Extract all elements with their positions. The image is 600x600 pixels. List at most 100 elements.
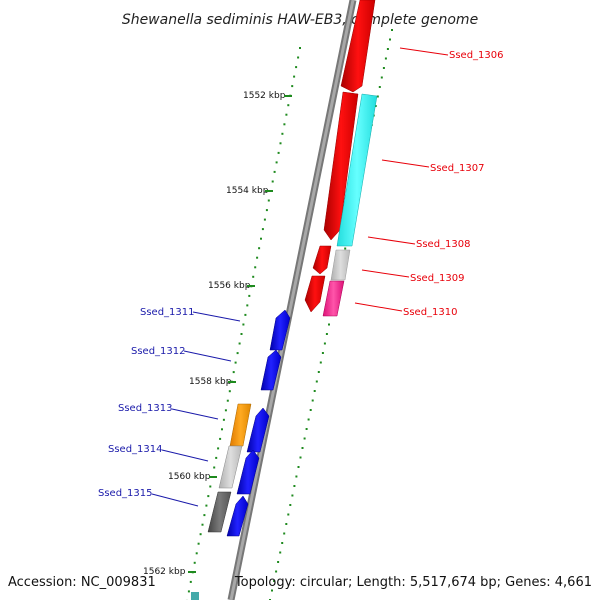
ruler-tick	[273, 580, 276, 582]
ruler-tick	[374, 105, 377, 107]
kbp-label-1562: 1562 kbp	[143, 567, 186, 577]
label-ssed-1314[interactable]: Ssed_1314	[108, 444, 163, 455]
ruler-tick	[217, 447, 220, 450]
ruler-tick	[273, 170, 276, 173]
ruler-tick	[313, 390, 316, 392]
ruler-tick	[189, 580, 192, 583]
ruler-tick	[293, 485, 296, 487]
gene-ssed-1306[interactable]	[340, 0, 376, 93]
ruler-tick	[252, 275, 255, 278]
ruler-tick	[389, 38, 391, 41]
label-ssed-1312[interactable]: Ssed_1312	[131, 346, 186, 357]
ruler-tick	[325, 333, 328, 335]
label-ssed-1313[interactable]: Ssed_1313	[118, 403, 173, 414]
ruler-tick	[201, 523, 204, 526]
ruler-tick	[277, 561, 280, 563]
ruler-tick	[234, 361, 237, 364]
ruler-tick	[285, 113, 288, 116]
label-ssed-1308[interactable]: Ssed_1308	[416, 239, 471, 250]
ruler-tick	[240, 333, 243, 335]
ruler-tick	[213, 466, 216, 469]
ruler-tick	[244, 313, 247, 316]
ruler-tick	[248, 294, 251, 297]
kbp-label-1558: 1558 kbp	[189, 377, 232, 387]
ruler-tick	[309, 409, 312, 411]
ruler-tick	[254, 266, 257, 269]
ruler-tick	[238, 342, 241, 345]
gene-ssed-1314-cds[interactable]	[236, 449, 260, 495]
ruler-tick	[197, 542, 200, 545]
ruler-tick	[219, 437, 222, 440]
accession-text: Accession: NC_009831	[8, 575, 156, 590]
ruler-tick	[236, 352, 239, 355]
ruler-tick	[283, 532, 286, 535]
gene-ssed-1308-cds[interactable]	[330, 249, 351, 281]
ruler-tick	[311, 399, 314, 402]
kbp-label-1560: 1560 kbp	[168, 472, 211, 482]
ruler-tick	[263, 218, 266, 221]
gene-ssed-1314[interactable]	[218, 445, 243, 489]
ruler-tick	[376, 95, 379, 98]
ruler-tick	[279, 142, 282, 145]
ruler-tick	[228, 390, 231, 393]
kbp-label-1552: 1552 kbp	[243, 91, 286, 101]
gene-ssed-1312[interactable]	[260, 349, 282, 391]
ruler-tick	[319, 361, 322, 364]
ruler-tick	[193, 561, 196, 564]
gene-ssed-1310[interactable]	[322, 280, 345, 317]
gene-ssed-1313-cds[interactable]	[246, 407, 270, 453]
ruler-tick	[285, 523, 288, 525]
label-ssed-1309[interactable]: Ssed_1309	[410, 273, 465, 284]
ruler-tick	[187, 590, 190, 593]
ruler-tick	[328, 323, 330, 326]
label-ssed-1311[interactable]: Ssed_1311	[140, 307, 195, 318]
gene-ssed-1307-cds[interactable]	[336, 93, 378, 247]
forward-strand-features	[304, 0, 378, 317]
label-ssed-1315[interactable]: Ssed_1315	[98, 488, 153, 499]
gene-ssed-1315[interactable]	[207, 491, 232, 533]
ruler-labels: 1552 kbp 1554 kbp 1556 kbp 1558 kbp 1560…	[143, 91, 292, 577]
ruler-tick	[307, 418, 310, 421]
ruler-tick	[382, 67, 385, 69]
genome-backbone	[227, 0, 357, 600]
ruler-tick	[380, 76, 383, 79]
ruler-tick	[271, 589, 273, 592]
ruler-tick	[287, 104, 290, 107]
gene-ssed-1315-cds[interactable]	[226, 495, 249, 537]
ruler-tick	[317, 371, 320, 373]
ruler-tick	[297, 56, 300, 59]
ruler-tick	[283, 123, 286, 126]
ruler-tick	[271, 180, 274, 183]
ruler-tick	[305, 428, 308, 430]
ruler-tick	[215, 456, 218, 459]
ruler-tick	[277, 151, 280, 154]
ruler-tick	[275, 570, 278, 573]
gene-ssed-1307[interactable]	[323, 91, 359, 241]
gene-ssed-1311[interactable]	[269, 309, 291, 351]
ruler-tick	[299, 456, 302, 459]
label-ssed-1306[interactable]: Ssed_1306	[449, 50, 504, 61]
label-ssed-1307[interactable]: Ssed_1307	[430, 163, 485, 174]
map-title: Shewanella sediminis HAW-EB3, complete g…	[122, 12, 478, 28]
ruler-tick	[291, 494, 294, 497]
ruler-tick	[209, 485, 212, 488]
gene-ssed-1313[interactable]	[229, 403, 252, 447]
gene-ssed-1308[interactable]	[312, 245, 332, 275]
gene-ssed-1309[interactable]	[304, 275, 326, 313]
ruler-tick	[195, 552, 198, 555]
label-ssed-1310[interactable]: Ssed_1310	[403, 307, 458, 318]
kbp-label-1554: 1554 kbp	[226, 186, 269, 196]
ruler-tick	[265, 209, 268, 212]
genome-summary-text: Topology: circular; Length: 5,517,674 bp…	[234, 575, 592, 590]
reverse-strand-features	[191, 309, 291, 600]
ruler-tick	[205, 504, 208, 507]
ruler-tick	[203, 514, 206, 517]
ruler-tick	[287, 513, 290, 516]
ruler-tick	[221, 428, 223, 431]
ruler-tick	[224, 409, 227, 412]
ruler-tick	[293, 75, 296, 78]
ruler-tick	[301, 447, 304, 449]
ruler-tick	[281, 542, 284, 544]
